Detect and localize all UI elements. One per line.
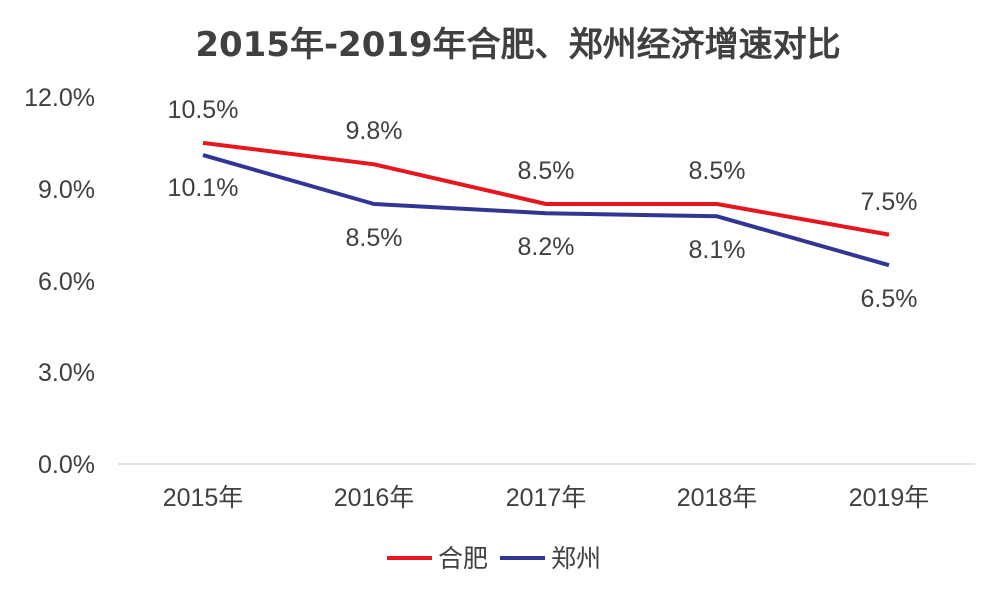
y-tick-label: 0.0% [38, 451, 95, 479]
series-zhengzhou-labels: 10.1% 8.5% 8.2% 8.1% 6.5% [168, 174, 918, 313]
data-label-hefei: 8.5% [518, 157, 575, 185]
x-tick-label: 2019年 [849, 484, 930, 512]
data-label-zhengzhou: 8.2% [518, 233, 575, 261]
y-axis: 0.0% 3.0% 6.0% 9.0% 12.0% [24, 84, 95, 479]
series-line-zhengzhou [202, 153, 890, 268]
chart-title: 2015年-2019年合肥、郑州经济增速对比 [195, 25, 840, 65]
x-tick-label: 2015年 [163, 484, 244, 512]
x-tick-label: 2017年 [506, 484, 587, 512]
y-tick-label: 9.0% [38, 176, 95, 204]
legend-label-hefei: 合肥 [438, 545, 488, 573]
y-tick-label: 3.0% [38, 359, 95, 387]
data-label-hefei: 8.5% [689, 157, 746, 185]
series-line-hefei [202, 140, 890, 237]
series-hefei-labels: 10.5% 9.8% 8.5% 8.5% 7.5% [168, 96, 918, 216]
y-tick-label: 6.0% [38, 268, 95, 296]
series-lines [202, 140, 890, 268]
legend-label-zhengzhou: 郑州 [551, 545, 601, 573]
data-label-zhengzhou: 8.5% [346, 224, 403, 252]
x-tick-label: 2018年 [677, 484, 758, 512]
x-tick-label: 2016年 [334, 484, 415, 512]
legend: 合肥 郑州 [387, 545, 601, 573]
x-axis: 2015年 2016年 2017年 2018年 2019年 [163, 484, 930, 512]
data-label-zhengzhou: 10.1% [168, 174, 239, 202]
y-tick-label: 12.0% [24, 84, 95, 112]
data-label-zhengzhou: 8.1% [689, 236, 746, 264]
data-label-hefei: 7.5% [861, 188, 918, 216]
data-label-hefei: 9.8% [346, 117, 403, 145]
data-label-zhengzhou: 6.5% [861, 285, 918, 313]
data-label-hefei: 10.5% [168, 96, 239, 124]
